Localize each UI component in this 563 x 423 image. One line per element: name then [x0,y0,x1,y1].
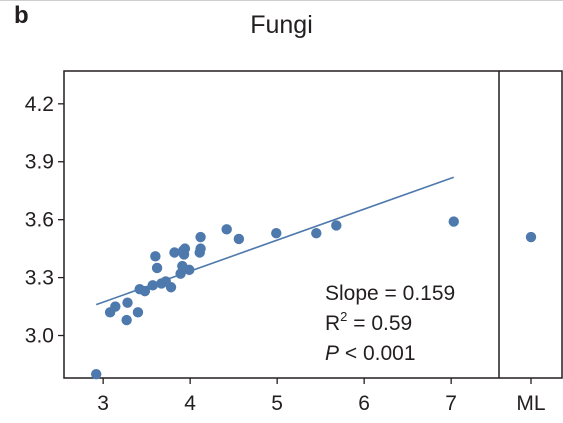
data-point [233,233,245,245]
y-tick-label: 3.9 [25,151,54,174]
plot-border [63,70,563,379]
x-tick-label: 7 [445,392,457,415]
top-divider [0,0,563,1]
p-value-label: P < 0.001 [325,342,416,365]
x-tick-label: 4 [184,392,196,415]
slope-label: Slope = 0.159 [325,282,455,305]
y-tick-label: 4.2 [25,93,54,116]
r-squared-exponent: 2 [340,309,347,324]
data-point [271,227,282,239]
r-squared-value: = 0.59 [347,312,412,335]
data-point [132,307,144,318]
data-point [151,262,163,274]
y-tick-label: 3.0 [25,325,54,348]
y-tick-label: 3.6 [25,209,54,232]
data-point [221,224,232,235]
data-point [90,368,102,380]
plot-frame [63,70,563,379]
ml-tick-label: ML [516,392,545,415]
data-point [195,231,206,243]
data-point [331,220,342,231]
data-point [110,301,121,312]
r-squared-prefix: R [325,312,340,335]
axis-ticks: 3 4 5 6 7 ML 3.0 3.3 3.6 3.9 4.2 [25,93,546,415]
data-point [195,243,206,254]
data-point [311,227,322,239]
x-tick-label: 5 [271,392,283,415]
r-squared-label: R2 = 0.59 [325,309,412,335]
data-point [169,247,180,258]
chart-title: Fungi [250,11,313,39]
data-point [121,314,132,326]
p-value: < 0.001 [339,342,415,365]
data-point [147,280,158,291]
x-tick-label: 6 [358,392,370,415]
data-point [179,243,191,254]
x-tick-label: 3 [97,392,109,415]
data-point [165,282,177,293]
statistics-annotation: Slope = 0.159 R2 = 0.59 P < 0.001 [325,282,455,365]
data-point [448,216,459,227]
y-tick-label: 3.3 [25,267,54,290]
data-point [184,264,195,276]
ml-data-point [525,231,537,243]
data-points [90,216,537,380]
panel-label: b [14,2,29,29]
data-point [150,251,161,262]
data-point [122,297,133,308]
data-point [139,285,151,297]
p-symbol: P [325,342,339,365]
